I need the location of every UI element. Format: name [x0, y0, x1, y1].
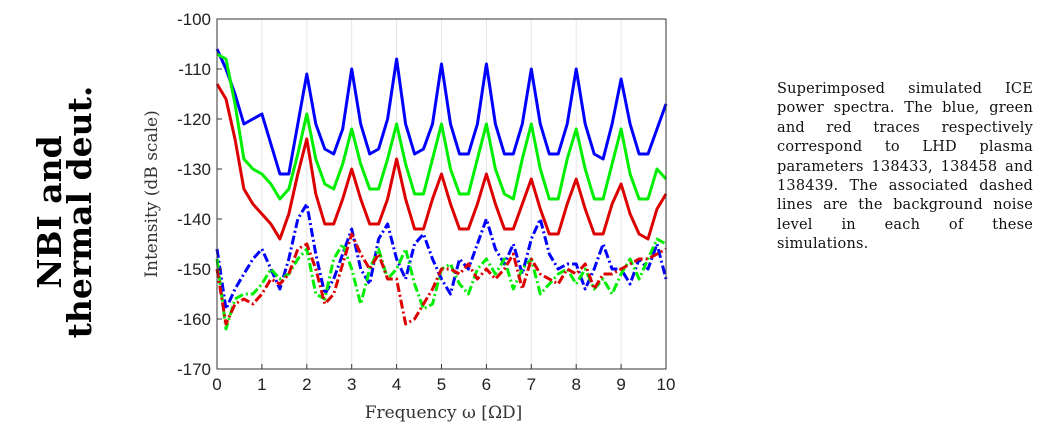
x-tick-label: 0 [212, 375, 221, 394]
x-tick-label: 6 [482, 375, 491, 394]
x-tick-label: 2 [302, 375, 311, 394]
x-tick-label: 9 [616, 375, 625, 394]
y-axis-label: Intensity (dB scale) [142, 110, 162, 277]
y-tick-label: -170 [177, 360, 211, 379]
series-line-2 [216, 52, 668, 201]
x-tick-label: 1 [257, 375, 266, 394]
x-tick-label: 10 [657, 375, 676, 394]
series-line-3 [215, 83, 668, 241]
x-tick-label: 4 [392, 375, 401, 394]
series-line-6 [215, 232, 667, 326]
series-group [215, 48, 668, 331]
y-tick-label: -120 [177, 110, 211, 129]
x-tick-label: 3 [347, 375, 356, 394]
side-title: NBI and thermal deut. [0, 0, 110, 425]
series-line-1 [215, 48, 668, 176]
y-tick-label: -130 [177, 160, 211, 179]
x-tick-label: 5 [437, 375, 446, 394]
side-title-line-2: thermal deut. [60, 86, 99, 339]
series-line-4 [215, 202, 668, 311]
y-tick-label: -150 [177, 260, 211, 279]
figure-caption: Superimposed simulated ICE power spectra… [777, 81, 1033, 253]
ice-spectra-chart: 0 1 2 3 4 5 6 7 8 9 10 -100 -110 -120 -130 -140 -150 -160… [142, 10, 675, 423]
y-tick-label: -140 [177, 210, 211, 229]
x-tick-label: 8 [571, 375, 580, 394]
x-axis-label: Frequency ω [ΩD] [365, 403, 523, 423]
y-tick-label: -160 [177, 310, 211, 329]
ticks: 0 1 2 3 4 5 6 7 8 9 10 -100 -110 -120 -130 -140 -150 -160… [177, 10, 675, 394]
side-title-line-1: NBI and [30, 135, 69, 288]
y-tick-label: -100 [177, 10, 211, 29]
x-tick-label: 7 [527, 375, 536, 394]
y-tick-label: -110 [178, 60, 211, 79]
